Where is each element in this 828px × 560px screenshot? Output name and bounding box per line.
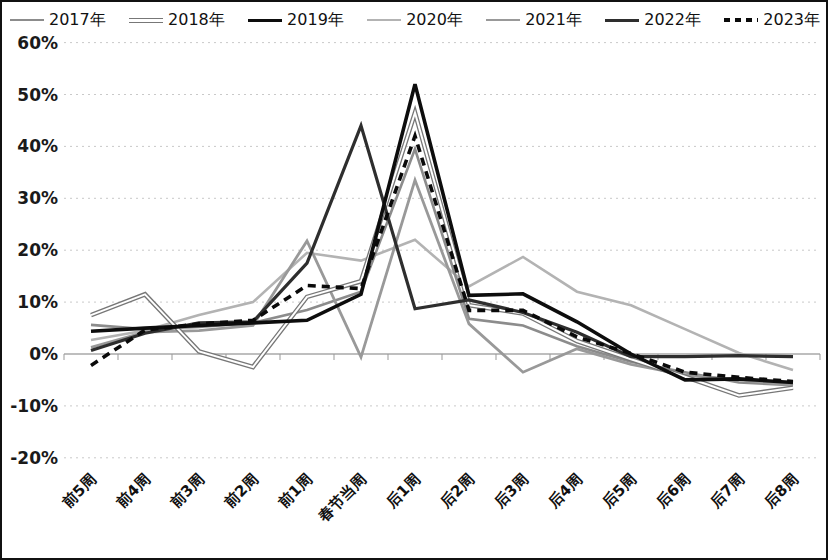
x-axis-category-label: 前4周 xyxy=(112,470,154,512)
y-axis-tick-label: 0% xyxy=(29,344,58,364)
x-axis-category-label: 后7周 xyxy=(706,470,748,512)
x-axis-category-label: 后1周 xyxy=(382,470,424,512)
x-axis-category-label: 后8周 xyxy=(760,470,802,512)
y-axis-tick-label: 60% xyxy=(17,33,58,53)
plot-area: 60% 50% 40% 30% 20% 10% 0% -10% -20%前5周前4周前3周前2周… xyxy=(2,2,828,560)
x-axis-category-label: 后3周 xyxy=(490,470,532,512)
y-axis-tick-label: 40% xyxy=(17,136,58,156)
series-line-2023年 xyxy=(91,136,793,382)
x-axis-category-label: 后6周 xyxy=(652,470,694,512)
x-axis-category-label: 前3周 xyxy=(166,470,208,512)
y-axis-tick-label: 30% xyxy=(17,188,58,208)
y-axis-tick-label: 20% xyxy=(17,240,58,260)
x-axis-category-label: 后2周 xyxy=(436,470,478,512)
x-axis-category-label: 前2周 xyxy=(220,470,262,512)
y-axis-tick-label: 50% xyxy=(17,85,58,105)
y-axis-tick-label: 10% xyxy=(17,292,58,312)
series-line-2022年 xyxy=(91,126,793,357)
y-axis-tick-label: -20% xyxy=(10,448,58,468)
x-axis-category-label: 后5周 xyxy=(598,470,640,512)
line-chart: 2017年2018年2019年2020年2021年2022年2023年 60%5… xyxy=(0,0,828,560)
x-axis-category-label: 春节当周 xyxy=(314,470,370,526)
x-axis-category-label: 后4周 xyxy=(544,470,586,512)
y-axis-tick-label: -10% xyxy=(10,396,58,416)
x-axis-category-label: 前5周 xyxy=(58,470,100,512)
x-axis-category-label: 前1周 xyxy=(274,470,316,512)
